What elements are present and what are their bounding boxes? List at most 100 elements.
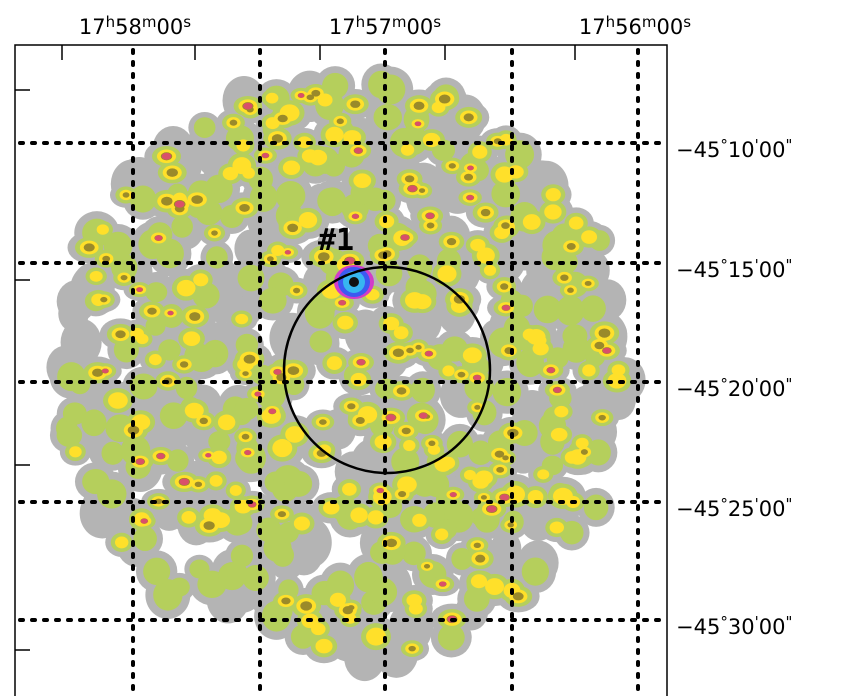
blob (474, 405, 480, 410)
x-tick-label: 17h56m00s (579, 13, 691, 39)
sky-map: #1 17h58m00s17h57m00s17h56m00s−45°10'00"… (0, 0, 847, 696)
blob (211, 230, 218, 235)
blob (266, 93, 279, 104)
blob (403, 440, 415, 451)
blob (442, 365, 454, 376)
blob (373, 104, 402, 130)
bright-source (349, 277, 359, 287)
blob (357, 359, 365, 365)
y-tick-label: −45°10'00" (676, 136, 792, 162)
source-label: #1 (318, 223, 354, 258)
blob (167, 168, 178, 176)
blob (177, 280, 196, 297)
blob (581, 230, 597, 244)
y-tick-label: −45°25'00" (676, 495, 792, 521)
blob (274, 369, 282, 375)
blob (123, 192, 130, 197)
blob (464, 113, 474, 121)
blob (481, 495, 487, 499)
blob (451, 548, 472, 570)
x-tick-label: 17h57m00s (329, 13, 441, 39)
blob (205, 453, 211, 457)
blob (501, 222, 510, 229)
blob (401, 144, 414, 156)
blob (242, 434, 250, 440)
blob (319, 419, 327, 425)
blob (244, 450, 251, 455)
blob (495, 451, 504, 458)
blob (464, 586, 490, 612)
blob (115, 330, 125, 338)
blob (337, 316, 353, 330)
blob (556, 295, 584, 325)
blob (413, 294, 431, 309)
blob (354, 148, 362, 154)
blob (298, 93, 305, 98)
blob (500, 283, 508, 290)
blob (352, 214, 359, 219)
blob (544, 204, 561, 219)
blob (343, 606, 353, 614)
blob (269, 409, 276, 414)
blob (325, 127, 343, 143)
blob (97, 224, 109, 234)
blob (425, 351, 433, 356)
blob (337, 118, 344, 124)
blob (235, 398, 259, 420)
blob (496, 467, 504, 473)
blob (157, 453, 165, 459)
y-tick-label: −45°30'00" (676, 613, 792, 639)
blob (450, 492, 457, 497)
blob (342, 483, 357, 496)
blob (397, 387, 407, 394)
blob (474, 543, 481, 548)
blob (141, 519, 148, 524)
blob (244, 355, 256, 364)
blob (155, 235, 163, 241)
blob (167, 449, 189, 471)
blob (180, 479, 190, 486)
blob (338, 300, 345, 305)
blob (255, 392, 262, 397)
blob (473, 375, 481, 381)
blob (262, 153, 269, 158)
blob (302, 149, 318, 162)
blob (218, 414, 235, 430)
blob (162, 153, 172, 160)
blob (92, 369, 103, 377)
blob (507, 522, 514, 527)
blob (406, 348, 414, 354)
blob (311, 90, 320, 97)
blob (419, 413, 427, 419)
blob (427, 223, 435, 229)
blob (582, 364, 595, 376)
blob (147, 308, 156, 315)
blob (171, 215, 193, 237)
blob (550, 521, 564, 533)
blob (437, 265, 456, 282)
blob (423, 133, 441, 147)
blob (386, 414, 395, 421)
blob (133, 526, 157, 551)
blob (293, 288, 300, 294)
blob (235, 314, 248, 324)
blob (230, 485, 242, 496)
blob (426, 213, 434, 219)
blob (161, 197, 172, 206)
blob (466, 195, 473, 200)
blob (472, 474, 489, 488)
blob (278, 115, 288, 122)
blob (175, 201, 185, 208)
blob (594, 342, 604, 349)
blob (206, 246, 228, 268)
blob (567, 288, 574, 293)
blob (350, 100, 360, 107)
blob (356, 417, 365, 424)
blob (183, 331, 200, 346)
blob (195, 482, 202, 487)
blob (393, 348, 404, 357)
blob (376, 75, 406, 105)
blob (585, 281, 592, 286)
blob (551, 428, 568, 442)
blob (100, 297, 107, 302)
